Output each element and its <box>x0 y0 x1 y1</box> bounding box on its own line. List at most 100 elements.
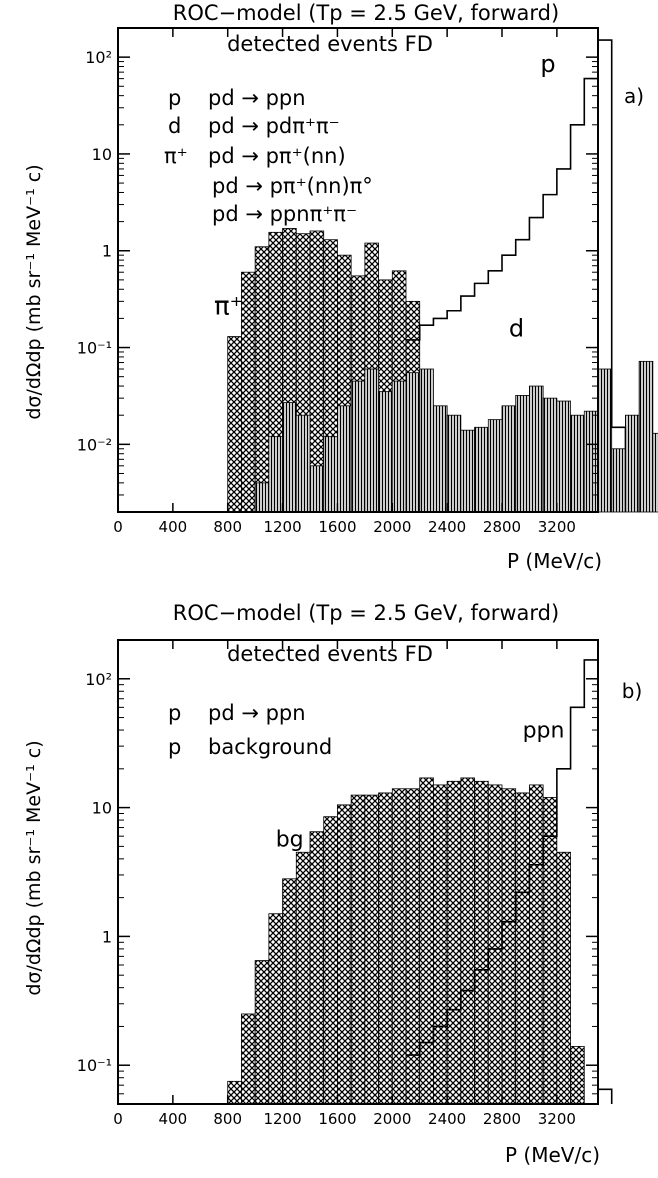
histogram-bin <box>337 405 352 513</box>
histogram-bin <box>405 372 421 513</box>
legend-symbol: d <box>168 114 181 138</box>
histogram-bin <box>268 913 283 1105</box>
axis-ticks: 0 400 800 1200 1600 2000 2400 2800 3200 10⁻² 10⁻¹ 1… <box>77 28 598 536</box>
histogram-bin <box>487 419 503 513</box>
annotation-pi-plus: π⁺ <box>214 291 243 321</box>
x-tick-label: 400 <box>159 518 188 536</box>
x-tick-label: 3200 <box>538 518 576 536</box>
x-tick-label: 2400 <box>428 1110 466 1128</box>
x-tick-label: 2400 <box>428 518 466 536</box>
y-tick-label: 10⁻¹ <box>77 1056 112 1075</box>
legend-symbol: p <box>168 86 181 110</box>
histogram-bin <box>295 414 311 513</box>
histogram-bin <box>323 816 338 1105</box>
series-hatched <box>254 360 658 513</box>
series-crosshatch <box>227 777 585 1105</box>
y-tick-label: 1 <box>102 242 112 261</box>
legend: p pd → ppn d pd → pdπ⁺π⁻ π⁺ pd → pπ⁺(nn)… <box>164 86 373 226</box>
histogram-bin <box>323 436 338 513</box>
plot-frame <box>117 639 599 1105</box>
annotation-ppn: ppn <box>523 719 565 744</box>
annotation-bg: bg <box>276 827 304 852</box>
x-tick-label: 0 <box>113 1110 123 1128</box>
histogram-bin <box>460 429 475 513</box>
legend-reaction: pd → ppn <box>208 701 306 725</box>
y-tick-label: 10² <box>85 48 112 67</box>
x-tick-label: 2800 <box>483 1110 521 1128</box>
histogram-bin <box>571 707 585 1104</box>
histogram-bin <box>501 405 517 513</box>
histogram-bin <box>529 385 544 513</box>
histogram-bin <box>487 784 503 1105</box>
histogram-series <box>227 39 658 513</box>
histogram-bin <box>378 792 393 1105</box>
histogram-bin <box>254 960 270 1105</box>
x-tick-label: 400 <box>159 1110 188 1128</box>
x-tick-label: 1200 <box>263 1110 301 1128</box>
histogram-bin <box>282 402 297 513</box>
histogram-bin <box>241 1013 256 1105</box>
histogram-bin <box>446 780 462 1105</box>
histogram-bin <box>474 426 489 513</box>
histogram-bin <box>625 414 640 513</box>
y-tick-label: 10 <box>92 799 112 818</box>
histogram-bin <box>597 368 613 513</box>
histogram-bin <box>433 405 448 513</box>
y-tick-label: 10⁻² <box>77 435 112 454</box>
legend-reaction: pd → pdπ⁺π⁻ <box>208 114 340 138</box>
legend-reaction: pd → ppn <box>208 86 306 110</box>
histogram-bin <box>419 368 434 513</box>
x-tick-label: 1600 <box>318 1110 356 1128</box>
plot-frame <box>117 27 599 513</box>
legend-symbol: π⁺ <box>164 144 188 168</box>
panel-a: ROC−model (Tp = 2.5 GeV, forward) detect… <box>23 1 658 573</box>
legend-reaction: pd → pπ⁺(nn)π° <box>212 174 373 198</box>
panel-label: b) <box>622 679 643 703</box>
x-tick-label: 1200 <box>263 518 301 536</box>
x-tick-label: 2800 <box>483 518 521 536</box>
chart-subtitle: detected events FD <box>227 642 433 666</box>
histogram-bin <box>227 336 242 513</box>
histogram-bin <box>295 851 311 1105</box>
annotation-d: d <box>509 315 524 343</box>
histogram-bin <box>309 465 325 513</box>
chart-title: ROC−model (Tp = 2.5 GeV, forward) <box>173 1 559 25</box>
histogram-bin <box>268 436 283 513</box>
legend-reaction: pd → pπ⁺(nn) <box>208 144 346 168</box>
histogram-bin <box>391 380 407 513</box>
histogram-bin <box>542 796 558 1105</box>
histogram-bin <box>350 794 366 1105</box>
series-outline-line <box>406 659 613 1104</box>
y-tick-label: 1 <box>102 927 112 946</box>
histogram-bin <box>474 780 489 1105</box>
x-axis-label: P (MeV/c) <box>507 549 602 573</box>
histogram-bin <box>419 777 434 1105</box>
y-axis-label: dσ/dΩdp (mb sr⁻¹ MeV⁻¹ c) <box>23 164 45 419</box>
histogram-bin <box>254 482 270 513</box>
x-tick-label: 2000 <box>373 518 411 536</box>
panel-b: ROC−model (Tp = 2.5 GeV, forward) detect… <box>23 601 642 1167</box>
x-tick-label: 0 <box>113 518 123 536</box>
legend: p pd → ppn p background <box>168 701 332 759</box>
y-tick-label: 10⁻¹ <box>77 339 112 358</box>
legend-symbol: p <box>168 735 181 759</box>
legend-reaction: pd → ppnπ⁺π⁻ <box>212 202 357 226</box>
x-axis-label: P (MeV/c) <box>505 1143 600 1167</box>
histogram-bin <box>501 788 517 1105</box>
histogram-bin <box>309 831 325 1105</box>
legend-symbol: p <box>168 701 181 725</box>
histogram-bin <box>405 788 421 1105</box>
legend-reaction: background <box>208 735 332 759</box>
y-tick-label: 10² <box>85 670 112 689</box>
annotation-p: p <box>540 50 555 78</box>
histogram-bin <box>515 395 530 513</box>
histogram-bin <box>556 851 571 1105</box>
histogram-bin <box>611 448 626 513</box>
histogram-bin <box>350 380 366 513</box>
x-tick-label: 3200 <box>538 1110 576 1128</box>
histogram-bin <box>570 414 585 513</box>
y-tick-label: 10 <box>92 145 112 164</box>
chart-title: ROC−model (Tp = 2.5 GeV, forward) <box>173 601 559 625</box>
histogram-bin <box>529 784 544 1105</box>
